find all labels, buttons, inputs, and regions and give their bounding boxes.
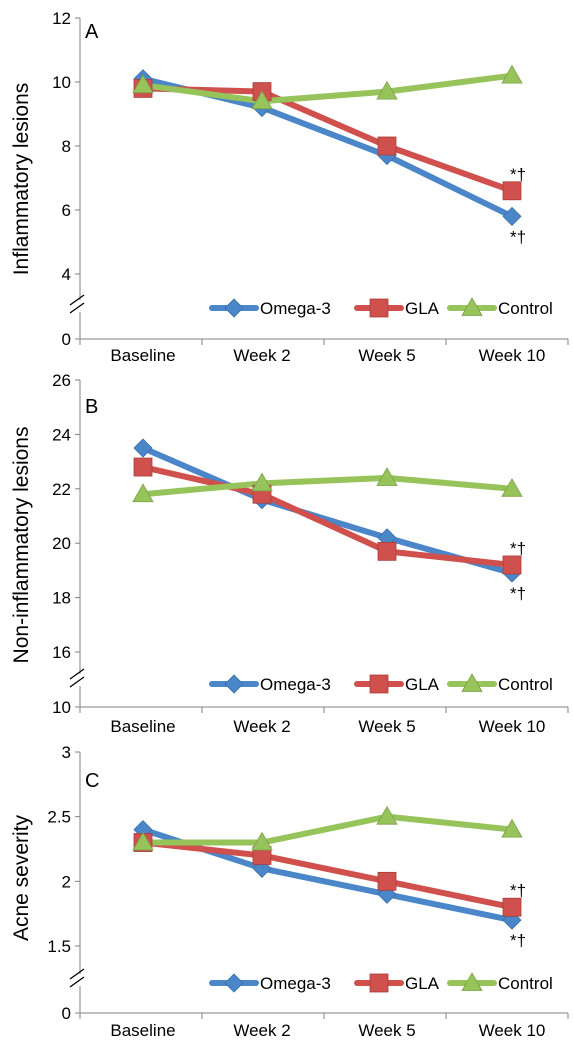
significance-annotation: *†: [510, 539, 526, 558]
legend-label: GLA: [405, 299, 440, 318]
data-point-control: [251, 90, 273, 110]
x-tick-label: Baseline: [110, 346, 175, 365]
y-tick-label: 10: [52, 73, 71, 92]
data-point-omega-3: [133, 438, 153, 458]
series-line-gla: [140, 839, 515, 911]
data-point-gla: [502, 555, 522, 575]
legend-marker-omega-3: [224, 298, 244, 318]
data-point-gla: [502, 897, 522, 917]
series-line-omega-3: [140, 445, 515, 577]
legend-marker-omega-3: [224, 674, 244, 694]
significance-annotation: *†: [510, 227, 526, 246]
data-point-omega-3: [502, 206, 522, 226]
data-point-control: [251, 831, 273, 851]
y-tick-label: 4: [62, 265, 71, 284]
legend-marker-gla: [369, 298, 389, 318]
legend-marker-gla: [369, 973, 389, 993]
data-point-gla: [133, 457, 153, 477]
y-tick-label: 2.5: [47, 808, 71, 827]
legend-marker-control: [461, 673, 483, 692]
x-tick-label: Week 10: [479, 346, 546, 365]
data-point-control: [132, 831, 154, 851]
x-tick-label: Week 10: [479, 1021, 546, 1040]
y-tick-label: 26: [52, 371, 71, 390]
x-tick-label: Week 2: [233, 1021, 290, 1040]
axis-break-mark: [69, 976, 85, 988]
legend-label: Omega-3: [260, 299, 331, 318]
y-axis-title: Acne severity: [10, 814, 33, 941]
x-tick-label: Baseline: [110, 717, 175, 736]
legend-marker-control: [461, 297, 483, 316]
x-tick-label: Week 2: [233, 346, 290, 365]
series-line-control: [140, 474, 515, 498]
x-tick-label: Baseline: [110, 1021, 175, 1040]
significance-annotation: *†: [510, 881, 526, 900]
x-tick-label: Week 5: [358, 1021, 415, 1040]
legend-label: GLA: [405, 974, 440, 993]
legend-label: Control: [498, 974, 553, 993]
axis-break-mark: [69, 294, 85, 306]
y-axis-title: Non-inflammatory lesions: [10, 427, 33, 664]
x-tick-label: Week 10: [479, 717, 546, 736]
y-tick-label: 22: [52, 480, 71, 499]
data-point-control: [376, 467, 398, 486]
data-point-control: [132, 483, 154, 503]
data-point-gla: [377, 541, 397, 561]
axis-break-mark: [69, 968, 85, 980]
panel-label: B: [85, 396, 98, 418]
y-tick-label: 0: [62, 1004, 71, 1023]
legend-marker-omega-3: [224, 973, 244, 993]
data-point-control: [132, 74, 154, 94]
legend-label: Omega-3: [260, 675, 331, 694]
y-tick-label: 12: [52, 9, 71, 28]
y-tick-label: 24: [52, 425, 71, 444]
y-tick-label: 6: [62, 201, 71, 220]
data-point-control: [501, 477, 523, 497]
x-tick-label: Week 5: [358, 346, 415, 365]
significance-annotation: *†: [510, 931, 526, 950]
chart-panel-b: 16 18 20 22 24 26 10 Baseline Week 2 Week 5 Week 1…: [10, 371, 569, 736]
y-tick-label: 16: [52, 643, 71, 662]
y-tick-label: 1.5: [47, 937, 71, 956]
x-tick-label: Week 5: [358, 717, 415, 736]
y-tick-label: 0: [62, 330, 71, 349]
legend-label: Control: [498, 675, 553, 694]
legend-marker-gla: [369, 674, 389, 694]
data-point-gla: [502, 181, 522, 201]
series-line-control: [140, 813, 515, 846]
data-point-control: [501, 64, 523, 84]
panel-label: C: [85, 770, 99, 792]
legend-label: GLA: [405, 675, 440, 694]
y-tick-label: 3: [62, 743, 71, 762]
panel-label: A: [85, 21, 99, 43]
legend-label: Control: [498, 299, 553, 318]
y-tick-label: 2: [62, 872, 71, 891]
x-tick-label: Week 2: [233, 717, 290, 736]
data-point-control: [376, 805, 398, 825]
data-point-control: [251, 472, 273, 492]
chart-panel-a: 4 6 8 10 12 0 Baseline Week 2 Week 5 Week 10 Infla…: [10, 9, 569, 365]
y-axis-title: Inflammatory lesions: [10, 83, 33, 276]
chart-panel-c: 1.5 2 2.5 3 0 Baseline Week 2 Week 5 Week 10 Acne…: [10, 743, 569, 1040]
axis-break-mark: [69, 676, 85, 688]
data-point-gla: [377, 871, 397, 891]
axis-break-mark: [69, 302, 85, 314]
significance-annotation: *†: [510, 584, 526, 603]
series-line-control: [140, 72, 515, 105]
series-line-gla: [140, 464, 515, 568]
y-tick-label: 8: [62, 137, 71, 156]
data-point-gla: [377, 136, 397, 156]
significance-annotation: *†: [510, 165, 526, 184]
axis-break-mark: [69, 668, 85, 680]
series-line-gla: [140, 85, 515, 194]
legend-marker-control: [461, 972, 483, 991]
data-point-control: [376, 80, 398, 100]
series-line-omega-3: [140, 75, 515, 220]
y-tick-label: 20: [52, 534, 71, 553]
data-point-control: [501, 818, 523, 838]
legend-label: Omega-3: [260, 974, 331, 993]
y-tick-label: 18: [52, 589, 71, 608]
y-tick-label: 10: [52, 698, 71, 717]
